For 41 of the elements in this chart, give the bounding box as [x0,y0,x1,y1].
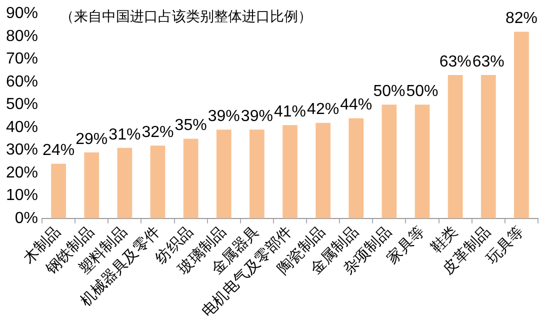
bar [514,32,529,218]
data-label: 50% [406,83,438,100]
bar [84,152,100,218]
bar [51,164,66,218]
annotation: （来自中国进口占该类别整体进口比例） [60,9,312,26]
bar [414,104,430,218]
data-label: 29% [76,130,108,148]
data-label: 35% [174,117,207,134]
y-tick-label: 80% [6,28,38,45]
data-label: 82% [505,10,538,28]
bar [117,148,132,218]
bar [316,122,331,218]
y-tick-label: 40% [6,118,38,136]
y-tick-label: 50% [6,96,38,114]
data-label: 24% [42,142,75,160]
bar [480,75,496,218]
data-label: 39% [208,108,240,126]
y-tick-label: 90% [6,5,38,22]
bar [282,125,298,218]
data-label: 50% [373,83,406,100]
bar [150,146,166,218]
bar [183,138,198,218]
data-label: 41% [274,104,306,121]
data-label: 31% [108,126,141,144]
data-label: 63% [439,53,472,70]
data-label: 42% [307,101,340,118]
data-label: 63% [472,53,504,70]
bar [348,118,364,218]
y-tick-label: 30% [6,142,38,159]
bar [250,130,264,218]
bar [448,75,463,218]
data-label: 32% [142,124,174,141]
data-label: 44% [340,96,372,114]
y-tick-label: 20% [6,164,38,182]
bar [382,104,397,218]
data-label: 39% [240,108,273,126]
y-tick-label: 60% [6,73,38,90]
y-tick-label: 0% [14,210,38,227]
bar [216,130,232,218]
y-tick-label: 70% [6,50,38,68]
y-tick-label: 10% [6,187,38,204]
